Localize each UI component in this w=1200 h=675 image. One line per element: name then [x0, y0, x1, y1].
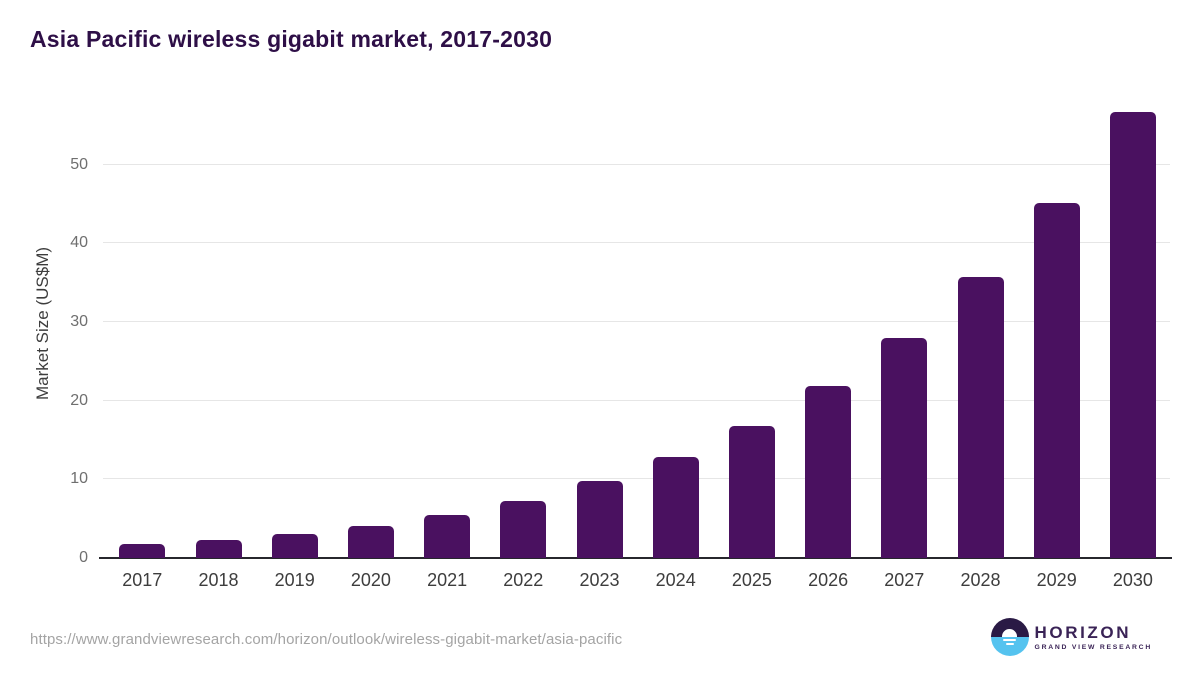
x-tick-label: 2028 — [960, 570, 1001, 590]
x-axis-line — [99, 557, 1172, 559]
x-tick-label: 2017 — [122, 570, 163, 590]
x-tick-label: 2029 — [1036, 570, 1077, 590]
x-tick-label: 2020 — [350, 570, 391, 590]
plot-area: 0 10 20 30 40 50 2017 2018 2019 2020 2021 2022 2023 2… — [70, 100, 1172, 590]
y-tick-label: 0 — [79, 549, 88, 566]
bar-2022 — [500, 500, 547, 558]
gridline — [103, 478, 1170, 480]
x-tick-label: 2018 — [198, 570, 239, 590]
horizon-logo: HORIZON GRAND VIEW RESEARCH — [990, 618, 1152, 656]
bar-2025 — [728, 425, 775, 558]
logo-ripple-line — [1003, 639, 1017, 641]
x-tick-label: 2019 — [274, 570, 315, 590]
logo-sun-shape — [1002, 629, 1018, 637]
bar-2023 — [576, 480, 623, 558]
bar-2028 — [957, 277, 1004, 558]
x-tick-label: 2023 — [579, 570, 620, 590]
gridline — [103, 320, 1170, 322]
bar-2029 — [1033, 203, 1080, 558]
x-tick-label: 2025 — [731, 570, 772, 590]
logo-water-half — [990, 637, 1029, 656]
logo-sky-half — [990, 618, 1029, 637]
bar-2019 — [271, 534, 318, 558]
x-tick-label: 2022 — [503, 570, 544, 590]
x-tick-label: 2021 — [427, 570, 468, 590]
bar-2027 — [881, 337, 928, 558]
horizon-sun-water-icon — [990, 618, 1029, 656]
logo-text-block: HORIZON GRAND VIEW RESEARCH — [1035, 623, 1152, 651]
y-tick-label: 10 — [70, 470, 88, 488]
logo-brand-subtitle: GRAND VIEW RESEARCH — [1034, 644, 1152, 651]
chart-title: Asia Pacific wireless gigabit market, 20… — [30, 26, 553, 52]
x-tick-label: 2026 — [808, 570, 849, 590]
bar-2030 — [1109, 111, 1156, 558]
x-tick-label: 2024 — [655, 570, 696, 590]
bar-2021 — [424, 514, 471, 558]
bar-2026 — [805, 385, 852, 558]
y-tick-label: 20 — [70, 391, 88, 409]
x-tick-label: 2027 — [884, 570, 925, 590]
bar-2018 — [195, 539, 242, 558]
logo-ripple-line — [1005, 643, 1014, 645]
bar-2017 — [119, 543, 166, 558]
gridline — [103, 242, 1170, 244]
gridline — [103, 399, 1170, 401]
source-url: https://www.grandviewresearch.com/horizo… — [30, 631, 623, 648]
x-tick-label: 2030 — [1112, 570, 1153, 590]
y-tick-label: 30 — [70, 312, 88, 330]
y-tick-label: 40 — [70, 234, 88, 252]
logo-brand-name: HORIZON — [1034, 623, 1132, 642]
y-tick-label: 50 — [70, 155, 88, 173]
gridline — [103, 163, 1170, 165]
bar-2024 — [652, 456, 699, 558]
bar-2020 — [347, 525, 394, 558]
